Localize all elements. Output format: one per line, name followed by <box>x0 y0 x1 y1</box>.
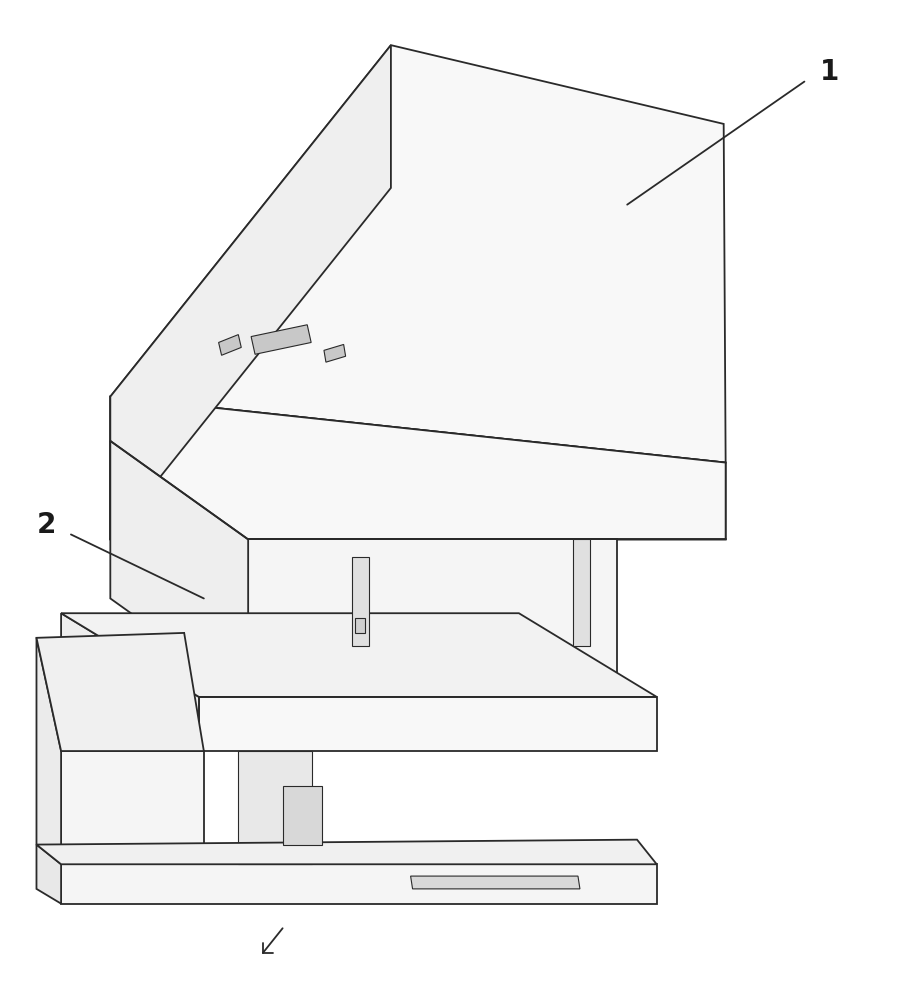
Polygon shape <box>110 397 726 539</box>
Polygon shape <box>110 397 726 539</box>
Polygon shape <box>355 618 365 633</box>
Polygon shape <box>110 45 726 463</box>
Polygon shape <box>37 845 61 904</box>
Polygon shape <box>110 45 391 539</box>
Polygon shape <box>573 539 590 646</box>
Polygon shape <box>219 335 241 355</box>
Text: 2: 2 <box>37 511 56 539</box>
Polygon shape <box>248 539 617 697</box>
Polygon shape <box>61 751 204 864</box>
Polygon shape <box>324 344 345 362</box>
Polygon shape <box>251 325 311 354</box>
Text: 1: 1 <box>819 58 839 86</box>
Polygon shape <box>37 633 204 751</box>
Polygon shape <box>352 557 370 646</box>
Polygon shape <box>283 786 322 845</box>
Polygon shape <box>199 697 657 751</box>
Polygon shape <box>411 876 580 889</box>
Polygon shape <box>37 638 61 864</box>
Polygon shape <box>61 613 199 751</box>
Polygon shape <box>239 751 312 864</box>
Polygon shape <box>61 864 657 904</box>
Polygon shape <box>61 613 657 697</box>
Polygon shape <box>37 840 657 864</box>
Polygon shape <box>61 845 81 864</box>
Polygon shape <box>110 441 248 697</box>
